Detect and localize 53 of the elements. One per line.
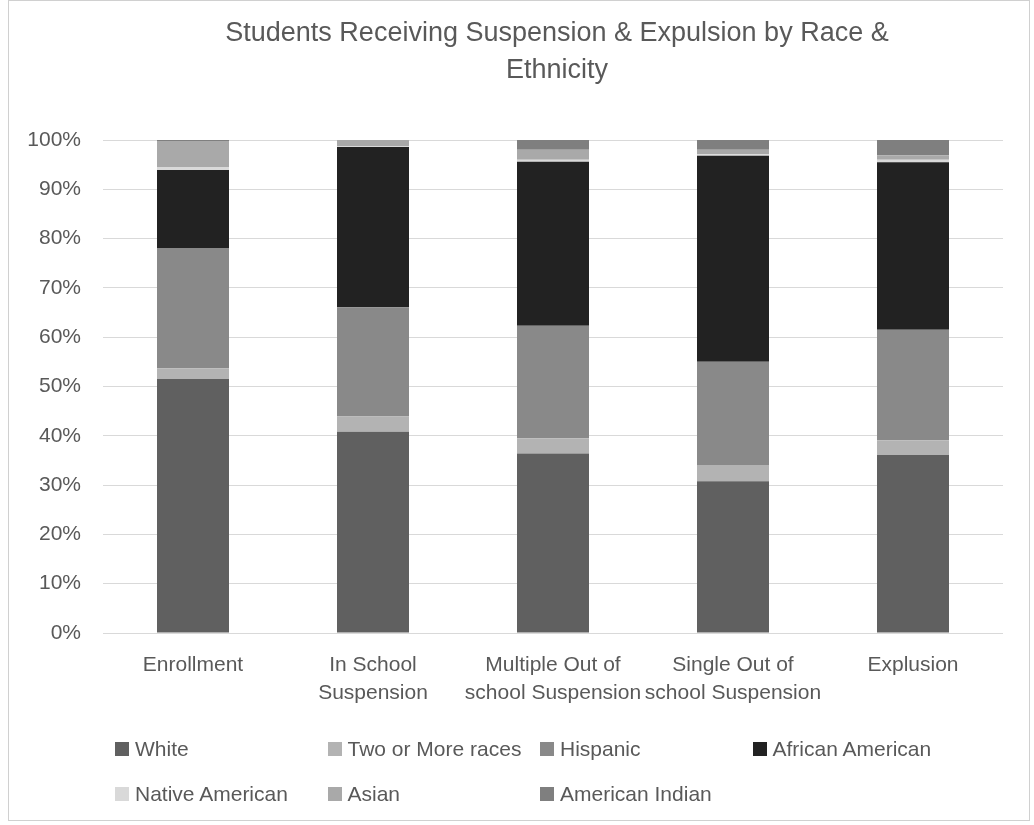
legend-label: White (135, 736, 189, 761)
bar (877, 440, 949, 456)
legend-label: African American (772, 736, 932, 761)
x-tick-label: Explusion (867, 651, 959, 675)
bar (697, 464, 769, 482)
bar (697, 481, 769, 633)
legend-label: American Indian (560, 781, 712, 806)
y-tick-label: 20% (38, 521, 81, 545)
bar (517, 325, 589, 439)
bar (337, 431, 409, 633)
bar (877, 455, 949, 633)
bar (157, 379, 229, 633)
bar (337, 140, 409, 146)
legend-label: Two or More races (347, 736, 522, 761)
legend-label: Native American (135, 781, 288, 806)
y-tick-label: 100% (27, 126, 81, 150)
bar (517, 161, 589, 326)
y-tick-label: 70% (38, 274, 81, 298)
x-tick-label: In School Suspension (318, 651, 428, 703)
bar (697, 155, 769, 362)
bar (877, 329, 949, 441)
bar (697, 361, 769, 465)
x-tick-label: Enrollment (142, 651, 244, 675)
x-tick-label: Single Out of school Suspension (644, 651, 822, 703)
y-tick-label: 50% (38, 373, 81, 397)
bar (517, 453, 589, 633)
bar (877, 140, 949, 156)
bar (697, 149, 769, 155)
bar (877, 155, 949, 160)
bar (157, 368, 229, 380)
bar (157, 140, 229, 168)
bar (337, 307, 409, 417)
legend-label: Hispanic (560, 736, 641, 761)
y-tick-label: 30% (38, 471, 81, 495)
legend-label: Asian (347, 781, 401, 806)
bar (157, 247, 229, 369)
chart-title: Students Receiving Suspension & Expulsion by Race & Ethnicity (224, 16, 890, 86)
bar (337, 416, 409, 432)
x-tick-label: Multiple Out of school Suspension (464, 651, 642, 703)
y-tick-label: 10% (38, 570, 81, 594)
bar (157, 167, 229, 171)
bar (517, 149, 589, 160)
y-tick-label: 60% (38, 324, 81, 347)
y-tick-label: 90% (38, 176, 81, 200)
y-tick-label: 0% (50, 619, 81, 643)
bar (697, 140, 769, 150)
bar (877, 162, 949, 330)
bar (337, 146, 409, 308)
bar (517, 438, 589, 454)
bar (157, 170, 229, 248)
bar (517, 140, 589, 150)
y-tick-label: 40% (38, 422, 81, 446)
y-tick-label: 80% (38, 225, 81, 249)
